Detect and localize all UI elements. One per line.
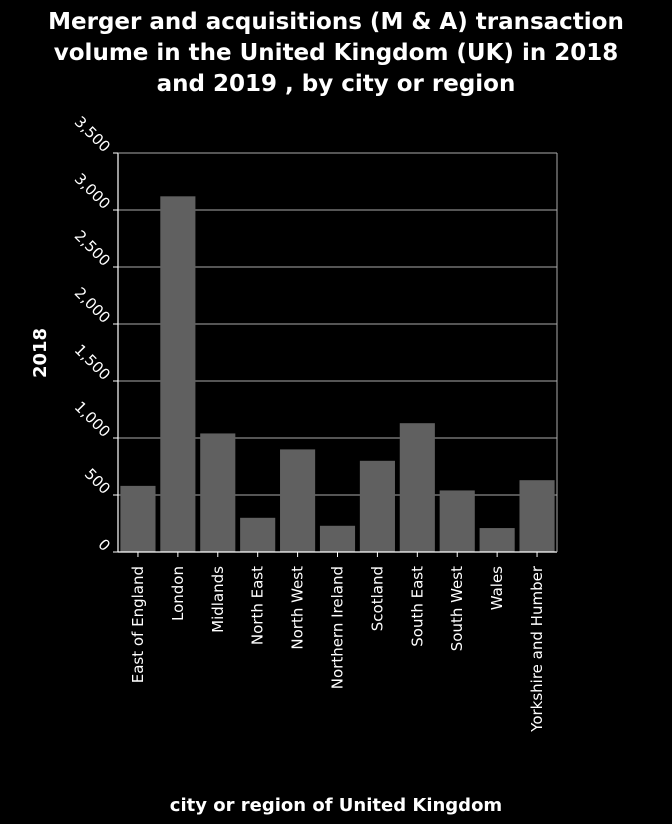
x-tick-label: Northern Ireland [329, 566, 347, 689]
bars [120, 196, 555, 552]
x-tick-label: South East [408, 566, 426, 647]
x-tick-label: London [169, 566, 187, 621]
chart-title-line-3: and 2019 , by city or region [157, 71, 516, 97]
axes [113, 152, 558, 557]
x-tick-label: South West [448, 566, 466, 651]
bar [240, 517, 276, 552]
bar [479, 528, 515, 552]
x-tick-label: Scotland [368, 566, 386, 631]
bar [280, 449, 316, 552]
bar [399, 423, 435, 552]
bar [200, 433, 236, 552]
bar [160, 196, 196, 552]
x-tick-labels: East of England London Midlands North East N… [129, 565, 546, 733]
chart-title-line-1: Merger and acquisitions (M & A) transact… [48, 9, 624, 35]
x-tick-label: Midlands [209, 566, 227, 633]
chart-title-line-2: volume in the United Kingdom (UK) in 201… [54, 40, 618, 66]
x-tick-label: East of England [129, 566, 147, 683]
x-tick-label: North West [289, 566, 307, 650]
chart-title: Merger and acquisitions (M & A) transact… [48, 9, 624, 97]
bar [439, 490, 475, 552]
x-tick-label: North East [249, 566, 267, 645]
x-tick-label: Wales [488, 566, 506, 610]
bar [519, 480, 555, 552]
x-axis-title: city or region of United Kingdom [170, 795, 502, 816]
x-tick-label: Yorkshire and Humber [528, 565, 546, 733]
bar [359, 460, 395, 552]
bar [319, 525, 356, 552]
y-axis-title: 2018 [30, 328, 51, 378]
bar [120, 485, 156, 552]
